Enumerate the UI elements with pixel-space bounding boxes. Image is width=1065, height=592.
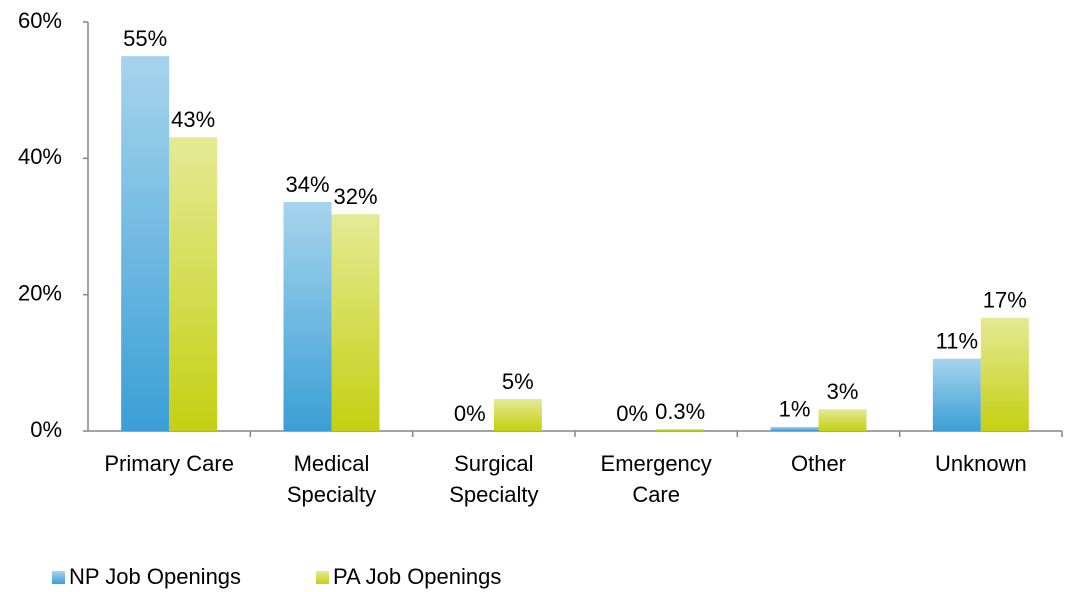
bar [932, 358, 981, 431]
bar [493, 398, 542, 431]
bar [818, 409, 867, 431]
value-label: 11% [936, 329, 978, 354]
value-label: 0% [616, 401, 648, 426]
value-label: 43% [171, 107, 215, 132]
value-label: 3% [827, 379, 859, 404]
value-label: 5% [502, 369, 534, 394]
x-tick-label: Surgical Specialty [449, 451, 538, 507]
y-tick-label: 40% [18, 144, 62, 169]
y-tick-label: 0% [30, 417, 62, 442]
x-tick-label: Primary Care [104, 451, 234, 476]
x-tick-label: Other [791, 451, 846, 476]
x-tick-label: Unknown [935, 451, 1027, 476]
x-tick-label: Emergency Care [601, 451, 712, 507]
value-label: 0% [454, 401, 486, 426]
value-label: 32% [333, 184, 377, 209]
bar [980, 317, 1029, 431]
bar [121, 56, 170, 431]
bar [331, 214, 380, 431]
legend-label: PA Job Openings [333, 564, 501, 589]
bar [169, 137, 218, 431]
bar [656, 428, 705, 431]
value-label: 1% [779, 397, 811, 422]
legend-label: NP Job Openings [69, 564, 241, 589]
y-tick-label: 60% [18, 8, 62, 33]
value-label: 34% [285, 172, 329, 197]
legend-swatch [52, 571, 65, 584]
value-label: 17% [983, 288, 1027, 313]
value-label: 0.3% [655, 399, 705, 424]
bar [770, 426, 819, 431]
value-label: 55% [123, 26, 167, 51]
bar [283, 201, 332, 431]
y-tick-label: 20% [18, 280, 62, 305]
legend-swatch [316, 571, 329, 584]
x-tick-label: Medical Specialty [287, 451, 376, 507]
